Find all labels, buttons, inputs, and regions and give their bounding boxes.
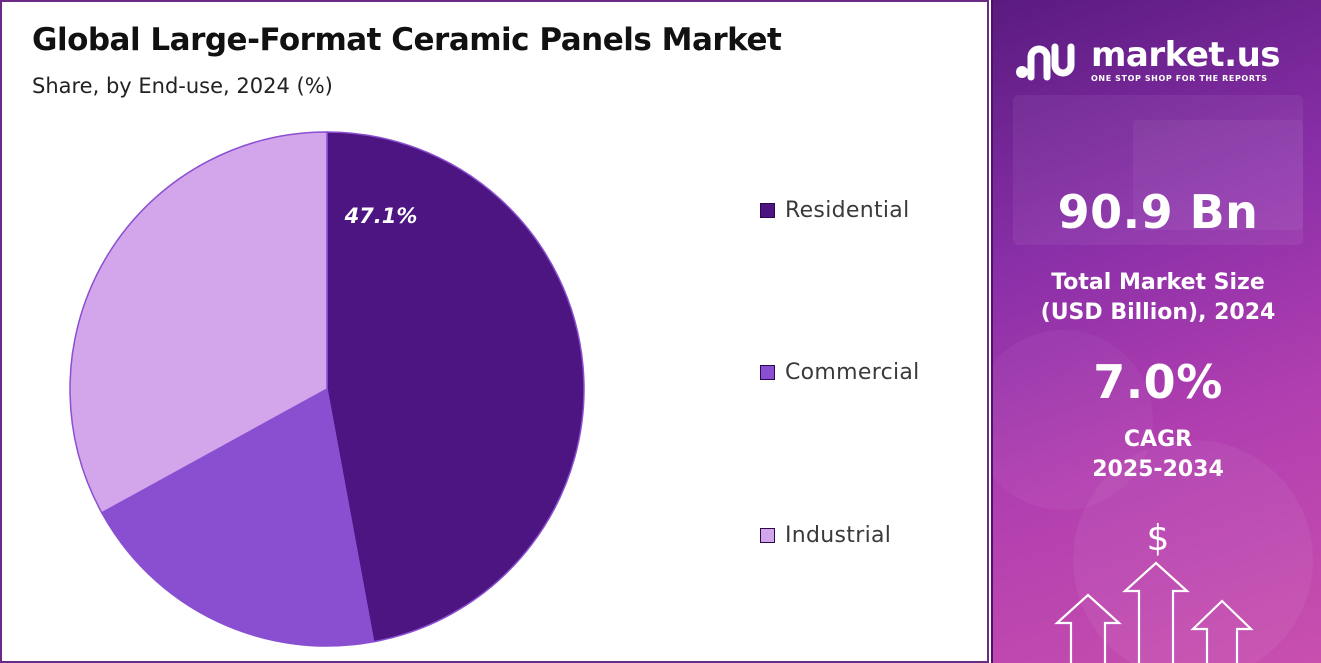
cagr-label-line2: 2025-2034 <box>1092 457 1224 482</box>
legend-label-commercial: Commercial <box>785 360 920 385</box>
cagr-value: 7.0% <box>1093 355 1223 409</box>
logo-name: market.us <box>1091 35 1281 75</box>
pie-slice-residential <box>326 131 585 643</box>
market-size-label-line1: Total Market Size <box>1051 270 1265 295</box>
market-size-value: 90.9 Bn <box>1057 185 1259 239</box>
legend-label-industrial: Industrial <box>785 523 892 548</box>
chart-panel: Global Large-Format Ceramic Panels Marke… <box>0 0 989 663</box>
chart-title: Global Large-Format Ceramic Panels Marke… <box>32 22 782 58</box>
legend-item-commercial: Commercial <box>760 360 920 385</box>
cagr-label-line1: CAGR <box>1123 427 1193 452</box>
market-us-logo-icon <box>1016 43 1075 80</box>
chart-subtitle: Share, by End-use, 2024 (%) <box>32 74 333 98</box>
market-us-logo[interactable]: market.us ONE STOP SHOP FOR THE REPORTS <box>1015 35 1281 83</box>
background-decoration <box>993 95 1313 663</box>
pie-chart: 47.1% <box>69 131 585 647</box>
market-summary-panel: market.us ONE STOP SHOP FOR THE REPORTS … <box>991 0 1321 663</box>
legend-swatch-industrial <box>760 528 775 543</box>
legend-swatch-commercial <box>760 365 775 380</box>
logo-tagline: ONE STOP SHOP FOR THE REPORTS <box>1091 74 1268 83</box>
legend-item-industrial: Industrial <box>760 523 891 548</box>
legend-swatch-residential <box>760 203 775 218</box>
growth-arrows-icon <box>1054 561 1254 663</box>
data-label-residential: 47.1% <box>344 204 418 228</box>
legend-item-residential: Residential <box>760 198 909 223</box>
dollar-icon: $ <box>1146 518 1170 559</box>
market-size-label-line2: (USD Billion), 2024 <box>1040 300 1276 325</box>
legend-label-residential: Residential <box>785 198 910 223</box>
pie-slice-industrial <box>69 131 328 514</box>
pie-slice-commercial <box>100 387 375 647</box>
